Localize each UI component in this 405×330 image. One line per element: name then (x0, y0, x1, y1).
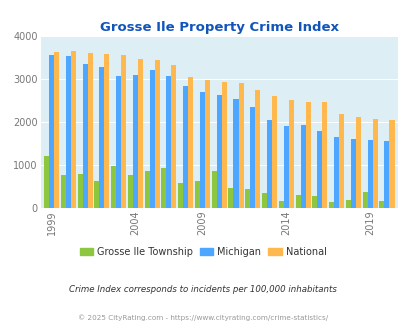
Bar (82, 64, 87, 208)
Bar (295, 195, 300, 208)
Bar (178, 183, 183, 208)
Bar (245, 189, 249, 208)
Bar (49, 55, 54, 208)
Bar (283, 126, 288, 208)
Bar (216, 95, 221, 208)
Bar (149, 70, 154, 208)
Bar (278, 201, 283, 208)
Bar (199, 92, 205, 208)
Bar (128, 175, 132, 208)
Bar (238, 83, 243, 208)
Bar (221, 82, 226, 208)
Bar (345, 200, 350, 208)
Bar (388, 120, 394, 208)
Bar (104, 54, 109, 208)
Bar (205, 81, 209, 208)
Bar (61, 175, 66, 208)
Bar (70, 51, 76, 208)
Bar (261, 193, 266, 208)
Bar (288, 100, 293, 208)
Bar (305, 102, 310, 208)
Bar (66, 56, 70, 208)
Bar (328, 202, 333, 208)
Bar (99, 67, 104, 208)
Bar (144, 171, 149, 208)
Text: Crime Index corresponds to incidents per 100,000 inhabitants: Crime Index corresponds to incidents per… (69, 285, 336, 294)
Bar (300, 125, 305, 208)
Bar (372, 119, 377, 208)
Bar (317, 131, 322, 208)
Bar (111, 166, 116, 208)
Bar (211, 172, 216, 208)
Bar (338, 114, 343, 208)
Bar (77, 174, 82, 208)
Bar (249, 107, 255, 208)
Bar (94, 181, 99, 208)
Title: Grosse Ile Property Crime Index: Grosse Ile Property Crime Index (100, 21, 338, 34)
Bar (311, 196, 317, 208)
Bar (228, 188, 233, 208)
Bar (233, 99, 238, 208)
Bar (138, 59, 143, 208)
Bar (116, 76, 121, 208)
Bar (266, 120, 271, 208)
Bar (161, 168, 166, 208)
Bar (154, 60, 159, 208)
Text: © 2025 CityRating.com - https://www.cityrating.com/crime-statistics/: © 2025 CityRating.com - https://www.city… (78, 314, 327, 321)
Bar (350, 139, 355, 208)
Bar (132, 75, 138, 208)
Bar (188, 77, 193, 208)
Bar (54, 52, 59, 208)
Bar (384, 141, 388, 208)
Bar (271, 95, 277, 208)
Bar (44, 155, 49, 208)
Bar (166, 76, 171, 208)
Bar (379, 201, 384, 208)
Bar (121, 55, 126, 208)
Bar (355, 117, 360, 208)
Bar (87, 52, 92, 208)
Bar (255, 90, 260, 208)
Bar (171, 65, 176, 208)
Bar (362, 192, 367, 208)
Legend: Grosse Ile Township, Michigan, National: Grosse Ile Township, Michigan, National (75, 243, 330, 261)
Bar (194, 181, 199, 208)
Bar (367, 140, 372, 208)
Bar (183, 86, 188, 208)
Bar (333, 137, 338, 208)
Bar (322, 102, 326, 208)
